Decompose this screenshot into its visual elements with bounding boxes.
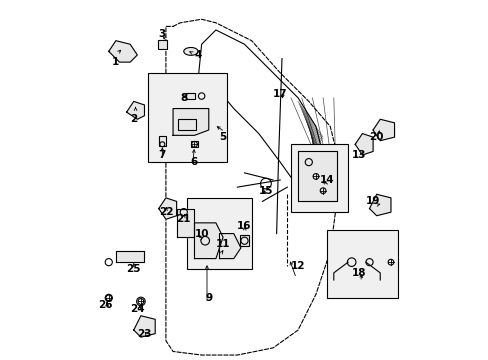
Polygon shape — [108, 41, 137, 62]
Polygon shape — [134, 316, 155, 337]
Bar — [187, 198, 251, 269]
Polygon shape — [354, 134, 372, 155]
Bar — [326, 230, 397, 298]
Text: 1: 1 — [112, 57, 119, 67]
Text: 13: 13 — [351, 150, 366, 160]
Polygon shape — [126, 102, 144, 119]
Polygon shape — [173, 109, 208, 135]
Text: 12: 12 — [290, 261, 305, 271]
Bar — [186, 93, 195, 99]
Polygon shape — [219, 234, 241, 258]
Text: 16: 16 — [237, 221, 251, 231]
Text: 6: 6 — [190, 157, 198, 167]
Text: 22: 22 — [158, 207, 173, 217]
Text: 18: 18 — [351, 268, 366, 278]
Polygon shape — [298, 152, 337, 202]
Text: 17: 17 — [272, 89, 287, 99]
Text: 14: 14 — [319, 175, 333, 185]
Polygon shape — [116, 251, 144, 262]
Text: 19: 19 — [365, 197, 380, 206]
Polygon shape — [372, 119, 394, 141]
Bar — [159, 136, 165, 146]
Bar — [178, 119, 196, 130]
Text: 24: 24 — [130, 303, 144, 314]
Text: 3: 3 — [159, 28, 165, 39]
Text: 10: 10 — [194, 229, 208, 239]
Text: 5: 5 — [219, 132, 226, 142]
Polygon shape — [159, 198, 176, 219]
Bar — [158, 40, 166, 49]
Text: 26: 26 — [98, 300, 112, 310]
Text: 9: 9 — [205, 293, 212, 303]
Polygon shape — [194, 223, 223, 258]
Text: 7: 7 — [158, 150, 166, 160]
Text: 2: 2 — [130, 114, 137, 124]
Bar — [240, 235, 248, 246]
Bar — [290, 144, 347, 212]
Text: 20: 20 — [368, 132, 383, 142]
Bar — [148, 73, 226, 162]
Polygon shape — [369, 194, 390, 216]
Text: 11: 11 — [215, 239, 230, 249]
Text: 25: 25 — [126, 264, 141, 274]
Bar — [191, 141, 197, 148]
Text: 4: 4 — [194, 50, 202, 60]
Polygon shape — [176, 208, 194, 237]
Text: 8: 8 — [180, 93, 187, 103]
Text: 23: 23 — [137, 329, 151, 339]
Text: 21: 21 — [176, 214, 191, 224]
Ellipse shape — [183, 48, 198, 55]
Text: 15: 15 — [258, 186, 273, 196]
